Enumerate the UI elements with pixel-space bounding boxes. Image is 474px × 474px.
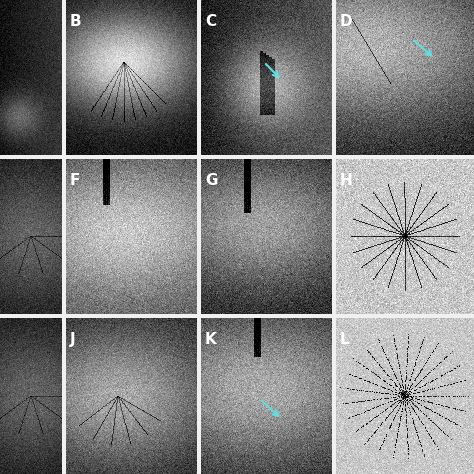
Text: J: J xyxy=(70,332,76,347)
Text: D: D xyxy=(340,14,353,29)
Text: B: B xyxy=(70,14,82,29)
Text: H: H xyxy=(340,173,353,188)
Text: L: L xyxy=(340,332,350,347)
Text: F: F xyxy=(70,173,81,188)
Text: C: C xyxy=(205,14,216,29)
Text: K: K xyxy=(205,332,217,347)
Text: G: G xyxy=(205,173,218,188)
